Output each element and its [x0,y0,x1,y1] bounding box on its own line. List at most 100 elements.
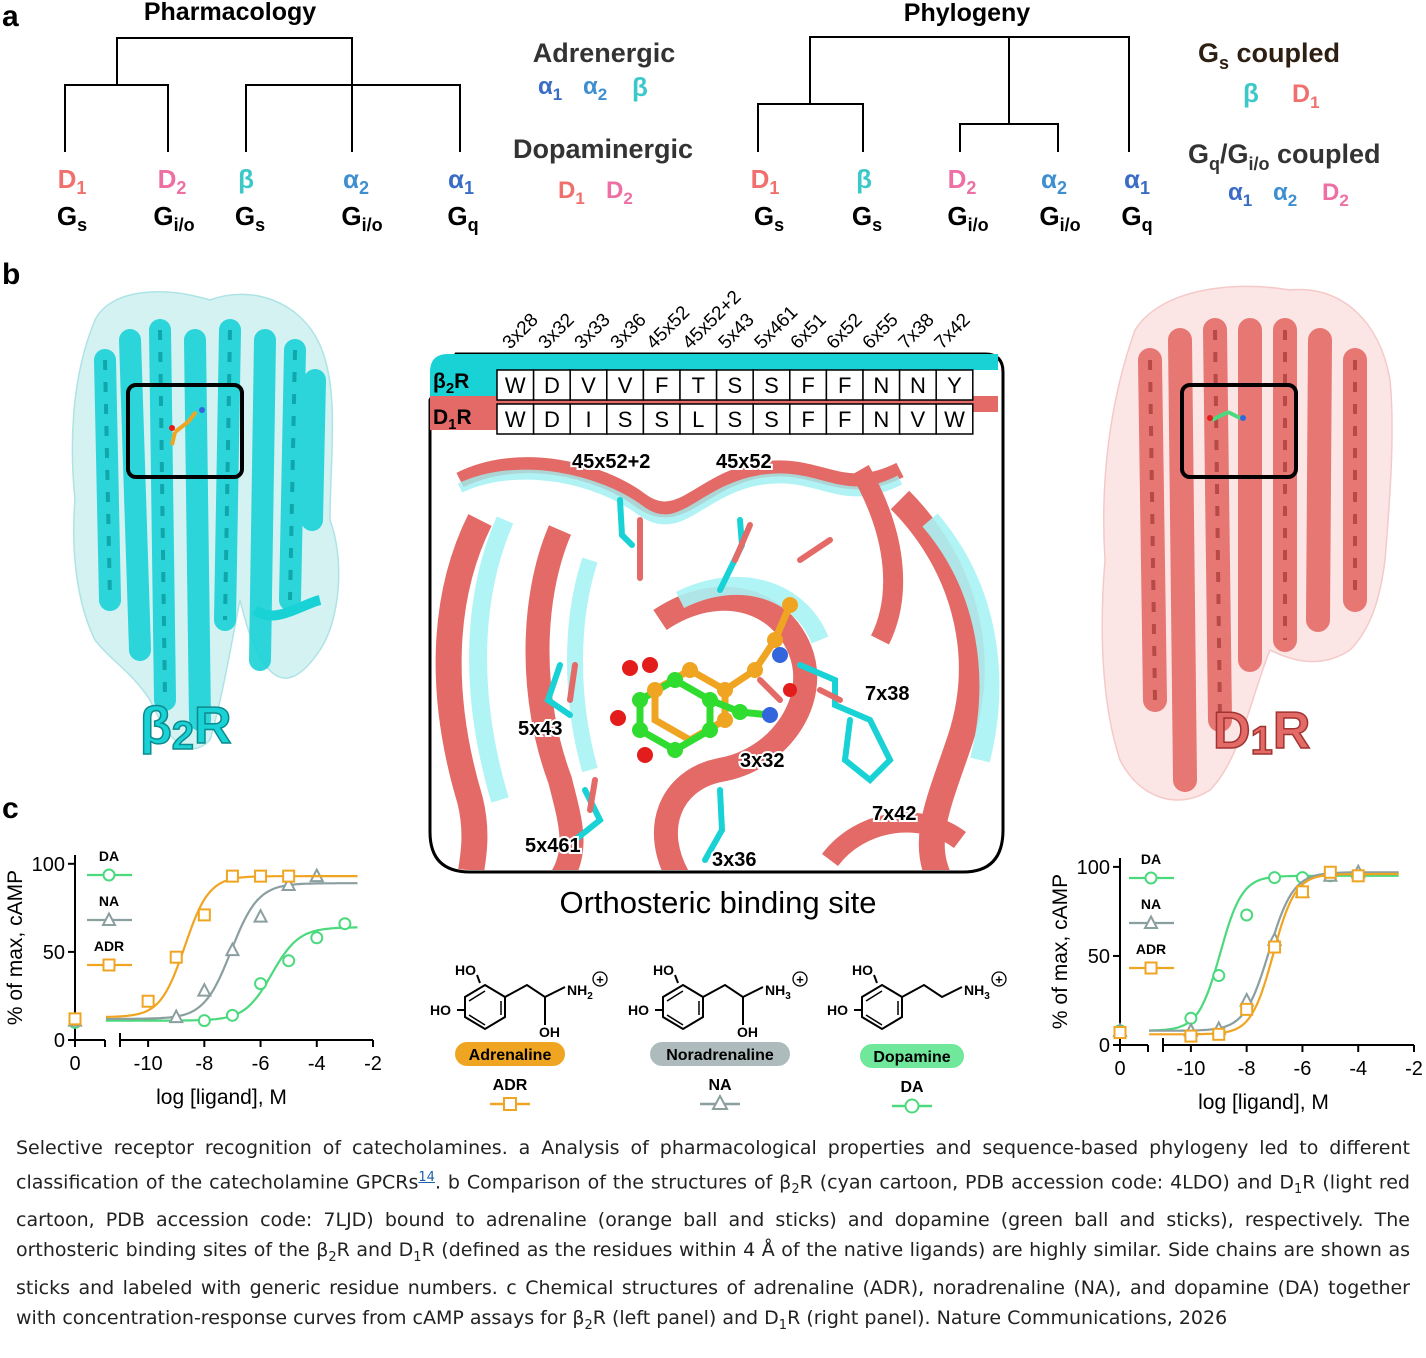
dopaminergic-title: Dopaminergic [513,134,693,164]
legend-marker-da [1144,871,1158,885]
phylogeny-tree [757,36,1130,152]
data-point-da [1240,908,1254,922]
gq-coupled-title: Gq/Gi/o coupled [1188,139,1381,174]
binding-site-labels: 45x52+2 45x52 7x38 5x43 3x32 7x42 5x461 … [516,449,919,873]
adrenergic-beta: β [632,72,648,102]
adr-double-bonds [468,990,502,1026]
panel-label-c: c [2,792,19,825]
alignment-cell [862,403,901,435]
data-point-adr [169,950,183,964]
phylo-g-alpha1: Gq [1121,201,1152,235]
pharmacology-tree [64,37,461,152]
legend-marker-na [1143,914,1159,929]
x-tick-label: -4 [1349,1058,1367,1080]
alignment-residue: N [873,373,889,398]
phylo-leaf-d2: D2 [948,164,977,198]
d1r-ligand-sticks [1207,410,1246,422]
x-tick-label: -2 [364,1053,382,1075]
d1r-label: D1R [1213,702,1310,763]
chart-d1r: 0 50 100 0 -10 -8 -6 -4 -2 log [ligand], M % of ma… [1049,851,1423,1114]
phylo-leaf-d1: D1 [751,164,780,198]
phylo-leaf-alpha2: α2 [1041,164,1067,198]
alignment-grid: W D V V F T S S F F N N YW D I S S L S S F F N V W [496,369,974,435]
data-point-adr [1240,1002,1254,1016]
alignment-residue: N [910,373,926,398]
data-point-adr [225,869,239,883]
binding-site-ligands [610,597,798,763]
alignment-cell [496,369,535,401]
data-point-na [168,1008,184,1024]
data-point-da [225,1008,239,1022]
phylogeny-title: Phylogeny [904,0,1031,27]
alignment-residue: W [944,407,965,432]
alignment-residue: F [838,373,851,398]
beta2r-label: β2R [140,697,232,758]
alignment-cell [862,369,901,401]
da-double-bonds [865,990,899,1026]
da-charge-circle [991,971,1007,987]
legend-marker-adr [1144,961,1158,975]
x-tick-label: 0 [1114,1058,1125,1080]
baseline-point-adr [68,1012,82,1026]
site-label-5x43: 5x43 [518,718,563,740]
beta2r-structure: β2R [71,291,340,759]
adrenaline-pill [455,1042,565,1066]
x-tick-label: -2 [1405,1058,1423,1080]
adr-amine: NH2 [567,982,593,1002]
phylo-g-d2: Gi/o [947,201,988,235]
fit-curve-adr [1149,872,1399,1036]
alignment-residue: N [873,407,889,432]
pos-3x33: 3x33 [571,310,615,354]
na-charge: + [796,972,804,987]
y-tick-label: 50 [43,942,65,964]
legend-marker-na [101,911,117,926]
reference-link[interactable]: 14 [418,1170,435,1185]
site-label-45x52-2: 45x52+2 [572,451,650,473]
pos-3x32: 3x32 [535,310,579,354]
alignment-cell [935,369,974,401]
alignment-cell [752,403,791,435]
adr-skeleton [457,974,566,1031]
na-ho-top: HO [653,962,674,978]
data-point-adr [1351,869,1365,883]
alignment-cell [569,369,608,401]
beta2r-helix-shading [103,329,297,701]
y-axis-label: % of max, cAMP [4,870,27,1025]
alignment-residue: S [654,407,669,432]
data-point-na [252,908,269,923]
alignment-cell [789,403,828,435]
alignment-residue: V [911,407,926,432]
alignment-residue: S [728,407,743,432]
alignment-residue: S [728,373,743,398]
alignment-residue: Y [947,373,962,398]
data-point-da [254,977,268,991]
y-tick-label: 100 [1077,857,1110,879]
alignment-cell [898,403,937,435]
pharm-g-alpha1: Gq [447,201,478,235]
x-tick-label: -8 [195,1053,213,1075]
x-tick-label: -8 [1238,1058,1256,1080]
dopaminergic-d1: D1 [558,177,585,208]
da-abbr: DA [900,1079,924,1096]
pos-3x28: 3x28 [499,310,543,354]
data-point-adr [254,869,268,883]
chem-adrenaline: HO HO OH NH2 + [430,962,608,1040]
legend-label-na: NA [99,893,119,909]
data-point-adr [1323,865,1337,879]
alignment-position-labels: 3x28 3x32 3x33 3x36 45x52 45x52+2 5x43 5… [499,287,975,354]
adr-charge-circle [592,971,608,987]
gs-member-d1: D1 [1292,80,1320,112]
beta2r-ligand-sticks [169,407,205,446]
pharm-g-d1: Gs [57,201,87,235]
alignment-cell [825,369,864,401]
beta2r-site-box [126,383,244,479]
pharm-leaf-d1: D1 [58,164,87,198]
alignment-residue: F [838,407,851,432]
phylo-g-d1: Gs [754,201,784,235]
pharm-g-alpha2: Gi/o [341,201,382,235]
site-label-7x42: 7x42 [872,803,917,825]
x-tick-label: -10 [1176,1058,1205,1080]
da-key [892,1098,932,1114]
data-point-na [281,876,297,891]
data-point-na [224,941,241,957]
